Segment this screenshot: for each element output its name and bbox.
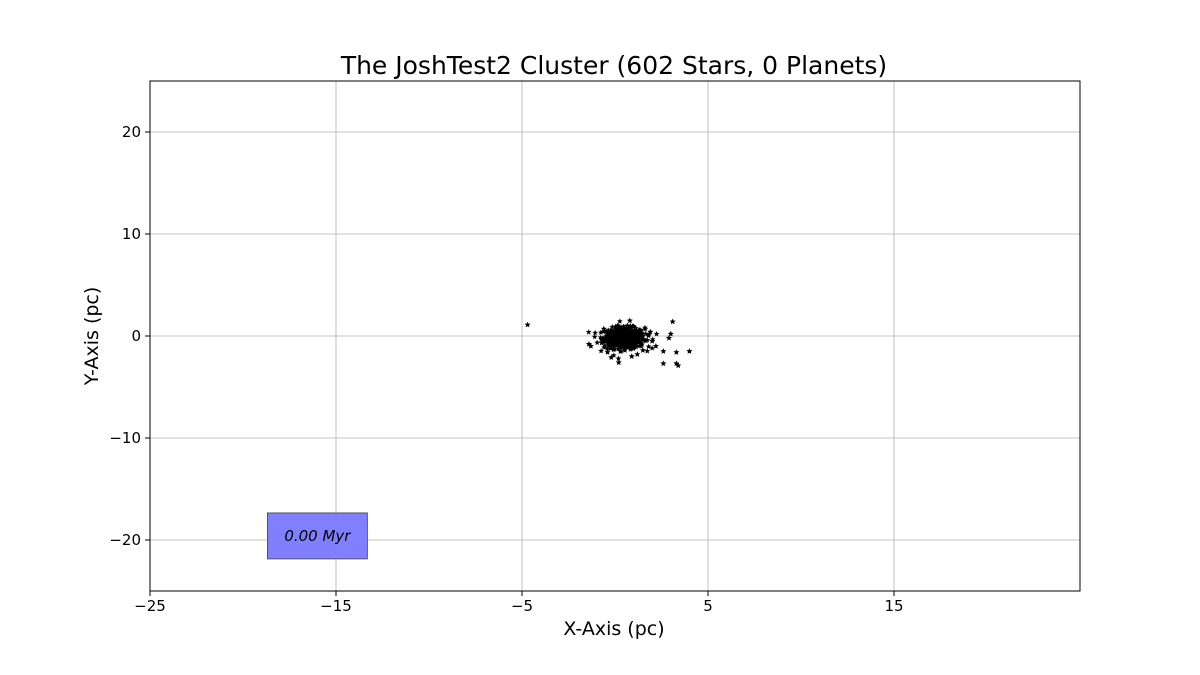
y-axis-ticks: 20 10 0 −10 −20 (109, 123, 150, 549)
star-point (686, 348, 693, 354)
star-point (634, 351, 641, 357)
star-point (614, 334, 620, 341)
star-point (649, 337, 656, 344)
star-point (597, 334, 604, 341)
x-tick-label: −25 (134, 597, 166, 615)
star-points (524, 317, 693, 369)
star-point (626, 340, 633, 347)
star-point (608, 329, 614, 335)
star-point (665, 334, 672, 341)
star-point (673, 349, 680, 355)
star-point (612, 323, 619, 329)
star-point (667, 330, 674, 337)
star-point (636, 342, 643, 349)
y-tick-label: 10 (122, 225, 141, 243)
star-point (628, 353, 635, 359)
star-point (627, 346, 634, 352)
star-point (639, 347, 646, 353)
star-point (639, 333, 646, 340)
star-point (619, 343, 626, 350)
star-point (632, 325, 639, 331)
star-point (618, 340, 624, 346)
grid-lines (149, 81, 1080, 591)
star-point (638, 340, 645, 346)
star-point (673, 360, 680, 367)
star-point (635, 333, 641, 339)
star-point (585, 329, 592, 335)
y-tick-label: −20 (109, 531, 141, 549)
star-point (660, 348, 667, 354)
star-point (616, 318, 623, 324)
star-point (615, 355, 622, 361)
star-point (604, 349, 611, 355)
star-point (587, 343, 594, 349)
star-point (602, 338, 608, 345)
star-point (610, 337, 616, 343)
star-point (627, 322, 634, 329)
star-point (611, 330, 618, 336)
chart-title: The JoshTest2 Cluster (602 Stars, 0 Plan… (340, 51, 887, 80)
star-point (609, 343, 616, 350)
star-point (645, 343, 652, 350)
star-point (647, 328, 654, 335)
y-tick-label: 20 (122, 123, 141, 141)
star-point (601, 344, 607, 350)
y-tick-label: −10 (109, 429, 141, 447)
star-point (598, 340, 605, 346)
star-point (607, 345, 614, 351)
star-point (644, 337, 651, 343)
star-point (653, 330, 660, 337)
x-axis-ticks: −25 −15 −5 5 15 (134, 591, 904, 615)
star-point (620, 334, 627, 340)
star-point (617, 348, 624, 354)
star-point (626, 317, 633, 324)
star-point (640, 336, 647, 343)
star-point (669, 318, 676, 325)
star-point (592, 329, 598, 336)
x-tick-label: 15 (884, 597, 903, 615)
y-axis-label: Y-Axis (pc) (81, 287, 103, 387)
star-point (652, 343, 659, 349)
x-tick-label: −15 (320, 597, 352, 615)
star-point (616, 327, 622, 333)
star-point (660, 360, 667, 367)
star-point (598, 329, 604, 336)
star-point (621, 328, 627, 334)
star-point (604, 345, 611, 352)
star-point (645, 332, 652, 339)
star-point (591, 333, 598, 340)
x-tick-label: 5 (703, 597, 713, 615)
star-point (628, 332, 635, 338)
star-point (635, 328, 641, 334)
star-point (600, 325, 607, 332)
star-point (644, 348, 651, 354)
star-point (622, 347, 628, 353)
star-point (608, 354, 615, 361)
star-point (636, 338, 643, 345)
time-box (266, 512, 368, 560)
star-point (607, 333, 614, 339)
star-point (611, 341, 618, 347)
time-label: 0.00 Myr (284, 527, 351, 545)
star-point (605, 327, 611, 334)
star-point (649, 345, 656, 351)
star-point (615, 345, 621, 352)
y-tick-label: 0 (131, 327, 141, 345)
star-point (642, 324, 648, 331)
star-point (524, 321, 531, 328)
time-annotation: 0.00 Myr (266, 512, 368, 560)
star-point (598, 348, 604, 354)
star-point (675, 362, 682, 369)
x-axis-label: X-Axis (pc) (563, 618, 664, 640)
x-tick-label: −5 (511, 597, 533, 615)
star-point (615, 359, 622, 366)
star-point (594, 339, 601, 346)
star-point (624, 322, 631, 328)
